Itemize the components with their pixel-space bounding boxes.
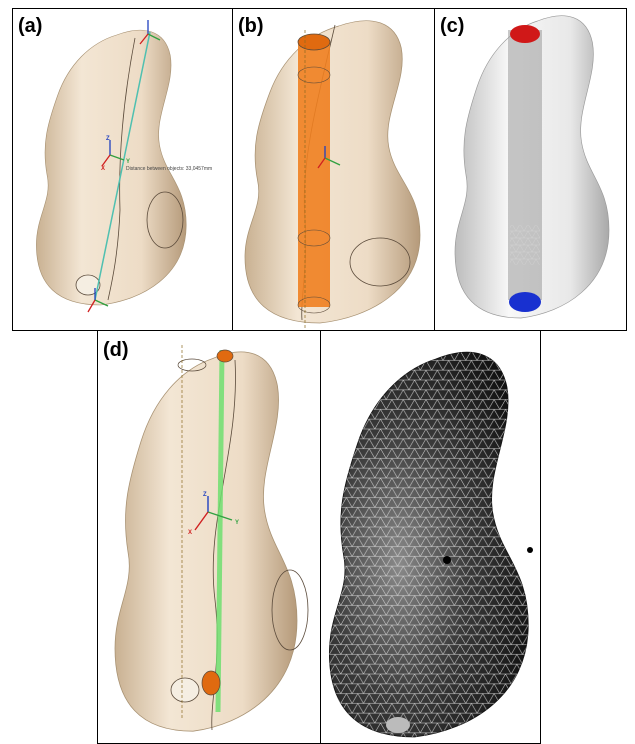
mesh-panel: [329, 352, 533, 737]
panel-label: (a): [18, 15, 42, 37]
panel-label: (b): [238, 15, 264, 37]
axis-label: Z: [203, 492, 207, 498]
figure: X Y Z Distance between objects: 33,0457m…: [0, 0, 635, 744]
axis-label: Y: [235, 520, 239, 526]
axis-label: X: [101, 166, 105, 172]
axis-label: Z: [106, 136, 110, 142]
panel-d: X Y Z (d): [103, 339, 308, 731]
axis-label: X: [188, 530, 192, 536]
panel-c: (c): [440, 15, 609, 318]
distance-annotation: Distance between objects: 33,0457mm: [126, 166, 212, 172]
panel-b: (b): [238, 15, 420, 328]
axis-label: Y: [126, 159, 130, 165]
panel-label: (c): [440, 15, 464, 37]
panel-a: X Y Z Distance between objects: 33,0457m…: [18, 15, 212, 312]
panel-label: (d): [103, 339, 129, 361]
